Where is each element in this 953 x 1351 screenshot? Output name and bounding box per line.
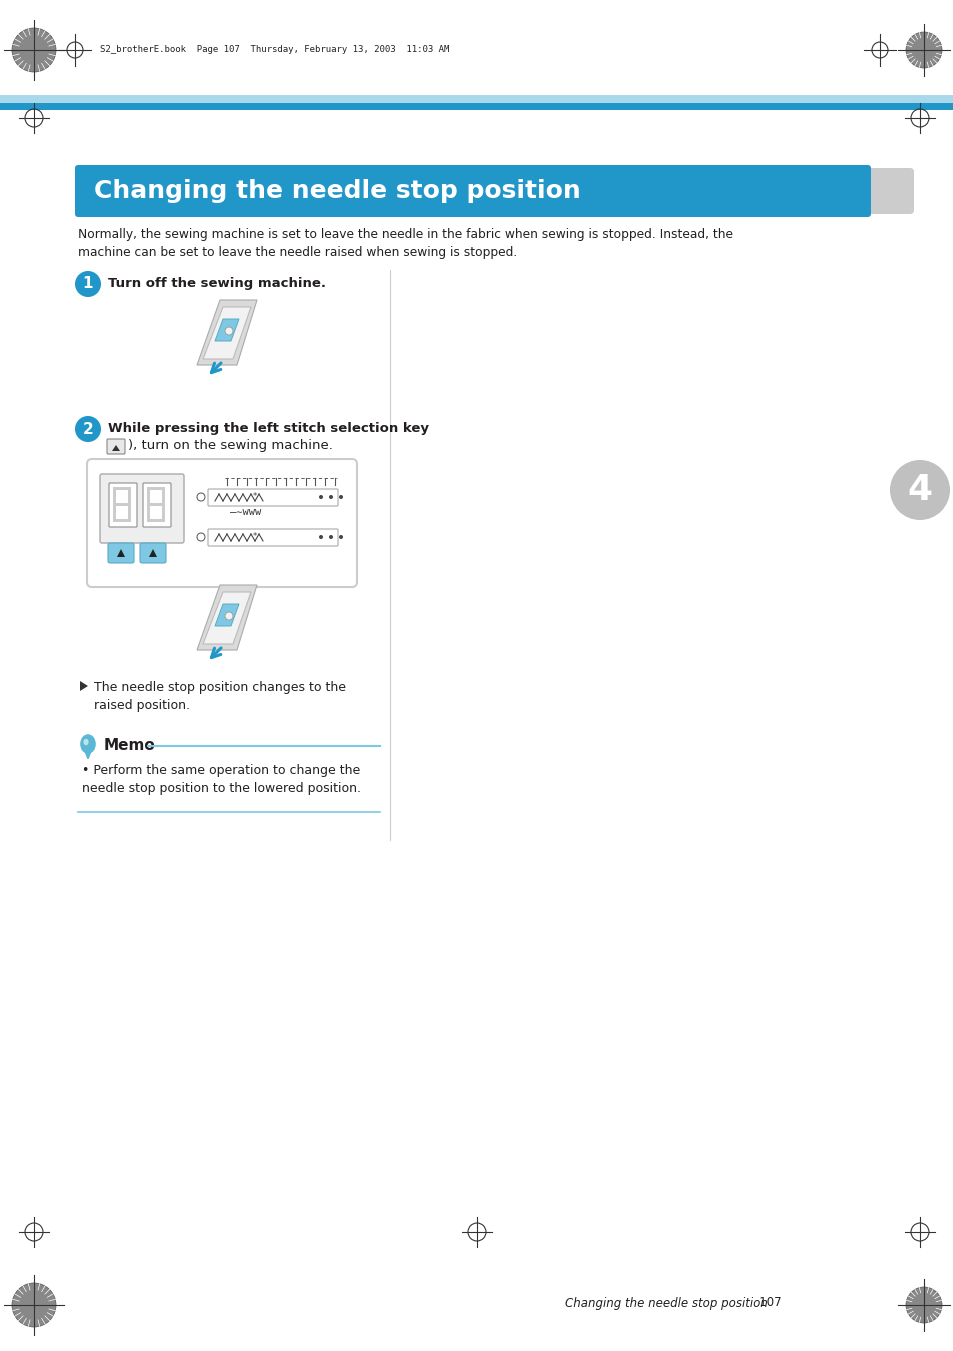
Polygon shape	[203, 307, 251, 359]
Bar	[0, 103, 953, 109]
FancyBboxPatch shape	[140, 543, 166, 563]
Text: 4: 4	[906, 473, 932, 507]
Text: S2_brotherE.book  Page 107  Thursday, February 13, 2003  11:03 AM: S2_brotherE.book Page 107 Thursday, Febr…	[100, 46, 449, 54]
FancyBboxPatch shape	[208, 489, 337, 507]
Bar	[112, 503, 131, 507]
FancyBboxPatch shape	[143, 484, 171, 527]
FancyBboxPatch shape	[109, 484, 137, 527]
Text: ), turn on the sewing machine.: ), turn on the sewing machine.	[128, 439, 333, 453]
Bar	[147, 519, 165, 521]
Text: The needle stop position changes to the
raised position.: The needle stop position changes to the …	[94, 681, 346, 712]
Bar	[128, 486, 131, 507]
Circle shape	[329, 535, 333, 539]
Circle shape	[338, 494, 343, 499]
FancyBboxPatch shape	[208, 530, 337, 546]
Circle shape	[12, 1283, 56, 1327]
Text: Normally, the sewing machine is set to leave the needle in the fabric when sewin: Normally, the sewing machine is set to l…	[78, 228, 732, 259]
Bar	[162, 503, 165, 521]
Bar	[0, 95, 953, 103]
Circle shape	[889, 459, 949, 520]
Circle shape	[225, 327, 233, 335]
Circle shape	[75, 272, 101, 297]
Text: 107: 107	[747, 1297, 781, 1309]
Circle shape	[75, 416, 101, 442]
Polygon shape	[112, 444, 120, 451]
Text: *: *	[253, 532, 257, 542]
Polygon shape	[80, 681, 88, 690]
Bar	[162, 486, 165, 507]
Text: —∼www: —∼www	[230, 507, 261, 517]
Bar	[147, 503, 150, 521]
Polygon shape	[196, 585, 256, 650]
Bar	[112, 486, 116, 507]
Polygon shape	[85, 753, 91, 759]
Polygon shape	[203, 592, 251, 644]
Text: While pressing the left stitch selection key: While pressing the left stitch selection…	[108, 422, 429, 435]
Polygon shape	[117, 549, 125, 557]
Text: *: *	[253, 493, 257, 501]
Circle shape	[905, 1288, 941, 1323]
Circle shape	[318, 494, 323, 499]
Circle shape	[12, 28, 56, 72]
Polygon shape	[196, 300, 256, 365]
Bar	[147, 486, 165, 490]
Text: Memo: Memo	[104, 739, 155, 754]
FancyBboxPatch shape	[75, 165, 870, 218]
Polygon shape	[214, 604, 239, 626]
Polygon shape	[149, 549, 157, 557]
FancyBboxPatch shape	[855, 168, 913, 213]
Circle shape	[905, 32, 941, 68]
Circle shape	[225, 612, 233, 620]
Circle shape	[318, 535, 323, 539]
FancyBboxPatch shape	[87, 459, 356, 586]
FancyBboxPatch shape	[100, 474, 184, 543]
Text: Turn off the sewing machine.: Turn off the sewing machine.	[108, 277, 326, 290]
Text: Changing the needle stop position: Changing the needle stop position	[564, 1297, 767, 1309]
Text: 1: 1	[83, 277, 93, 292]
FancyBboxPatch shape	[108, 543, 133, 563]
Bar	[128, 503, 131, 521]
Ellipse shape	[83, 739, 89, 746]
Circle shape	[329, 494, 333, 499]
Bar	[112, 486, 131, 490]
FancyBboxPatch shape	[107, 439, 125, 454]
Bar	[112, 503, 116, 521]
Polygon shape	[214, 319, 239, 340]
Ellipse shape	[80, 734, 95, 754]
Circle shape	[338, 535, 343, 539]
Bar	[147, 503, 165, 507]
Text: 2: 2	[83, 422, 93, 436]
Bar	[112, 519, 131, 521]
Bar	[147, 486, 150, 507]
Text: • Perform the same operation to change the
needle stop position to the lowered p: • Perform the same operation to change t…	[82, 765, 360, 794]
Text: Changing the needle stop position: Changing the needle stop position	[94, 178, 580, 203]
